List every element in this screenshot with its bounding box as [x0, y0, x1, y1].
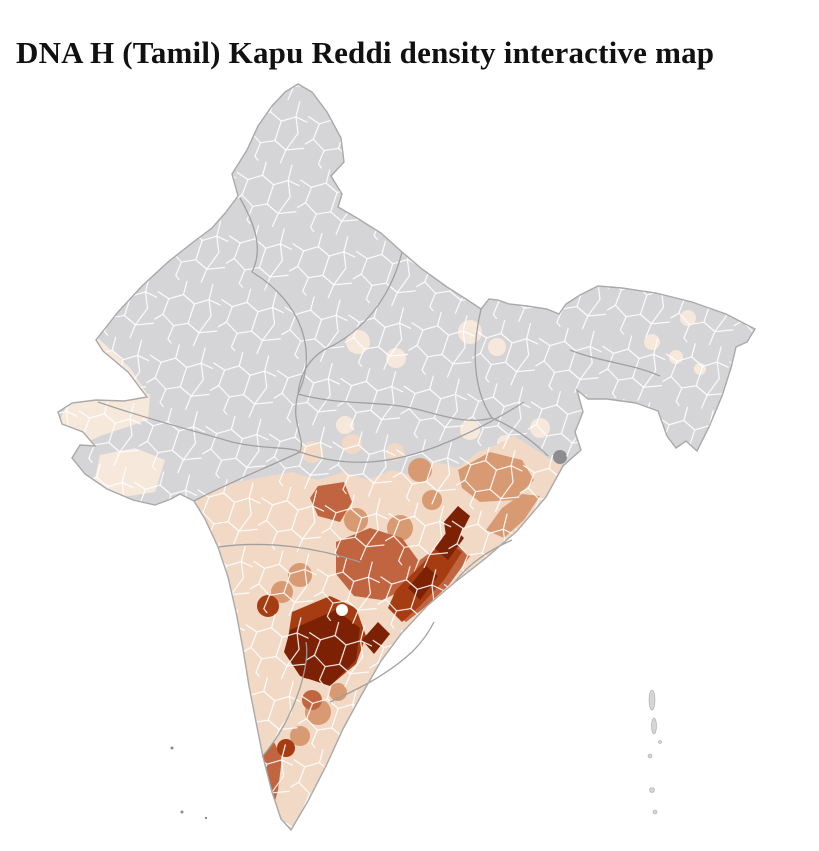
andaman-nicobar-islands[interactable]	[647, 689, 662, 815]
district-borders	[58, 84, 755, 830]
state-borders	[97, 197, 661, 758]
choropleth-layer	[58, 84, 755, 830]
lakshadweep-islands[interactable]	[170, 746, 208, 820]
page-title: DNA H (Tamil) Kapu Reddi density interac…	[16, 34, 715, 70]
